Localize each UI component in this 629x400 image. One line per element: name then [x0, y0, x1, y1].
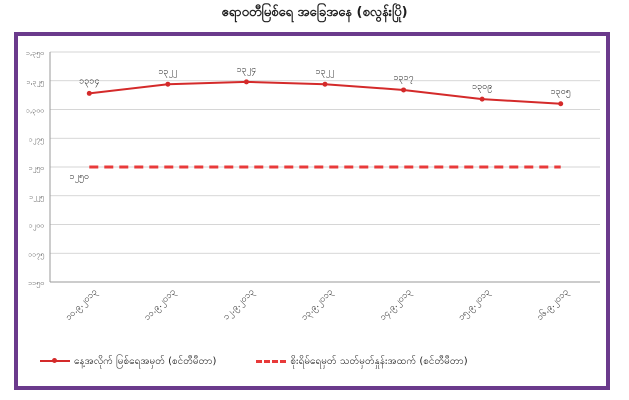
y-tick-label: ၁,၃၀၀	[26, 107, 44, 116]
chart-frame	[14, 32, 610, 390]
y-tick-label: ၁၂၀၀	[29, 222, 44, 231]
data-point	[86, 90, 92, 96]
data-label: ၁၃၁၇	[393, 73, 413, 84]
data-point	[322, 81, 328, 87]
x-tick-label: ၁၆.၉.၂၀၁၃	[534, 286, 571, 323]
data-point	[243, 79, 249, 85]
data-label: ၁၃၂၂	[316, 67, 335, 78]
y-tick-label: ၁၁၇၅	[28, 250, 44, 259]
data-label: ၁၃၀၅	[551, 87, 571, 98]
data-label: ၁၃၁၄	[79, 76, 99, 87]
y-tick-label: ၁,၃၅၀	[26, 49, 44, 58]
y-tick-label: ၁၂၂၅	[29, 193, 44, 202]
chart-title: ဧရာဝတီမြစ်ရေ အခြေအနေ (စလွန်းပြို)	[221, 5, 408, 20]
data-point	[479, 96, 485, 102]
x-tick-label: ၁၅.၉.၂၀၁၃	[457, 287, 493, 323]
legend-label-water-level: နေ့အလိုက် မြစ်ရေအမှတ် (စင်တီမီတာ)	[74, 355, 217, 367]
data-point	[558, 101, 564, 107]
legend-swatch-solid	[40, 358, 70, 363]
legend-item-water-level: နေ့အလိုက် မြစ်ရေအမှတ် (စင်တီမီတာ)	[40, 354, 216, 369]
y-tick-label: ၁၂၇၅	[29, 135, 44, 144]
data-point	[165, 81, 171, 87]
data-label: ၁၂၅၀	[69, 172, 89, 183]
legend-label-danger-level: စိုးရိမ်ရေမှတ် သတ်မှတ်နှုန်းအထက် (စင်တီမ…	[290, 355, 468, 367]
data-label: ၁၃၂၄	[237, 65, 257, 76]
data-point	[401, 87, 407, 93]
data-label: ၁၃၂၂	[158, 67, 177, 78]
data-label: ၁၃၀၉	[472, 82, 492, 93]
legend-swatch-dashed	[256, 359, 287, 363]
x-tick-label: ၁၃.၉.၂၀၁၃	[299, 287, 335, 323]
x-tick-label: ၁၂.၉.၂၀၁၃	[221, 287, 257, 323]
y-tick-label: ၁,၃၂၅	[27, 78, 45, 87]
y-tick-label: ၁၂၅၀	[29, 164, 44, 173]
x-tick-label: ၁၀.၉.၂၀၁၃	[64, 287, 100, 323]
y-tick-label: ၁၁၅၀	[28, 279, 44, 288]
legend-item-danger-level: စိုးရိမ်ရေမှတ် သတ်မှတ်နှုန်းအထက် (စင်တီမ…	[256, 354, 468, 369]
x-tick-label: ၁၄.၉.၂၀၁၃	[378, 287, 414, 323]
chart-legend: နေ့အလိုက် မြစ်ရေအမှတ် (စင်တီမီတာ) စိုးရိ…	[40, 350, 600, 372]
x-tick-label: ၁၁.၉.၂၀၁၃	[142, 287, 178, 323]
